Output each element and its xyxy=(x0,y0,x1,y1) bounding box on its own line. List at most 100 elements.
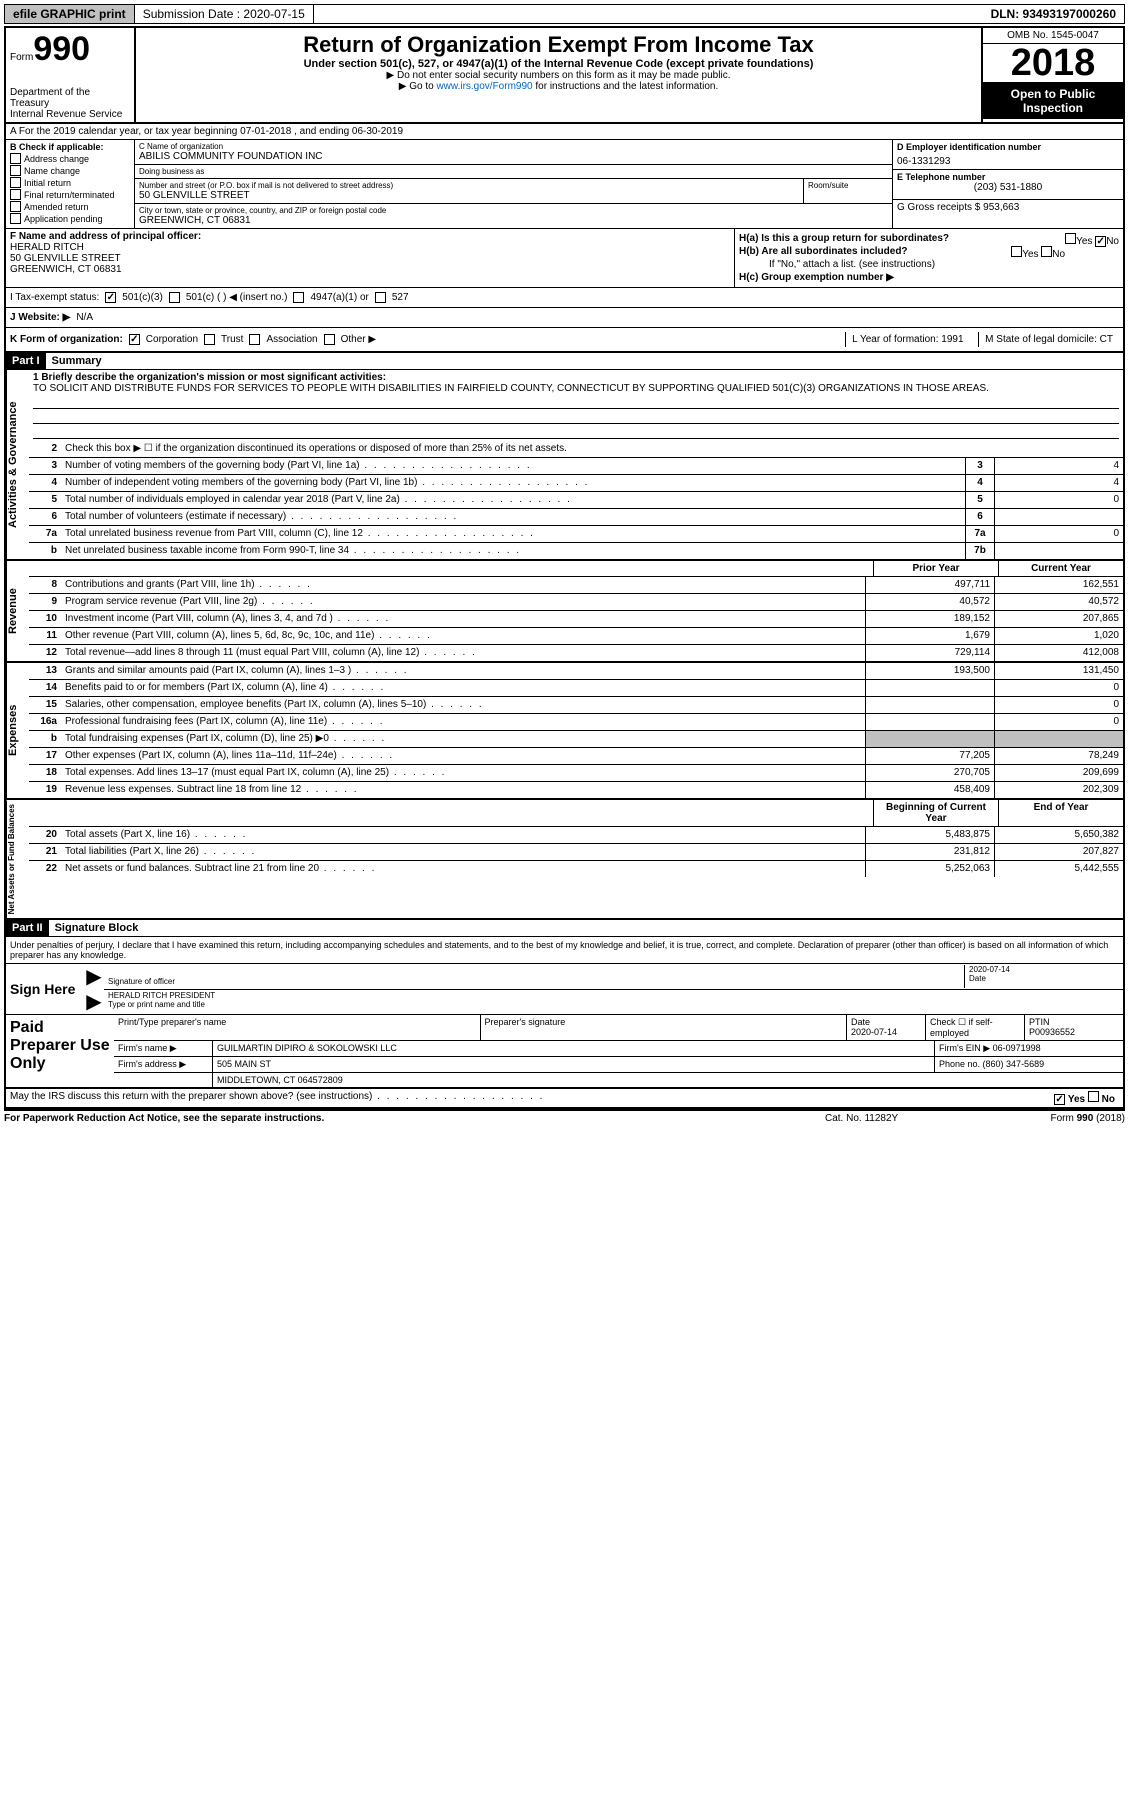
527-checkbox[interactable] xyxy=(375,292,386,303)
gov-tab: Activities & Governance xyxy=(6,370,29,559)
prep-date: 2020-07-14 xyxy=(851,1027,897,1037)
revenue-tab: Revenue xyxy=(6,561,29,661)
hb-no-checkbox[interactable] xyxy=(1041,246,1052,257)
net-tab: Net Assets or Fund Balances xyxy=(6,800,29,918)
ssn-warning: ▶ Do not enter social security numbers o… xyxy=(140,70,977,81)
sig-name: HERALD RITCH PRESIDENT xyxy=(108,991,1119,1000)
current-year-hdr: Current Year xyxy=(998,561,1123,576)
group-return: H(a) Is this a group return for subordin… xyxy=(734,229,1123,287)
org-name: ABILIS COMMUNITY FOUNDATION INC xyxy=(139,151,888,162)
summary-line: 13Grants and similar amounts paid (Part … xyxy=(29,663,1123,680)
discuss-no-checkbox[interactable] xyxy=(1088,1091,1099,1102)
summary-line: 12Total revenue—add lines 8 through 11 (… xyxy=(29,645,1123,661)
address-change-checkbox[interactable] xyxy=(10,153,21,164)
firm-phone: Phone no. (860) 347-5689 xyxy=(935,1057,1123,1072)
summary-line: 7aTotal unrelated business revenue from … xyxy=(29,526,1123,543)
association-checkbox[interactable] xyxy=(249,334,260,345)
activities-governance: Activities & Governance 1 Briefly descri… xyxy=(6,370,1123,561)
state-domicile: M State of legal domicile: CT xyxy=(978,332,1119,347)
form-header: Form990 Department of the Treasury Inter… xyxy=(6,28,1123,124)
address-label: Number and street (or P.O. box if mail i… xyxy=(139,181,799,190)
form-of-org-row: K Form of organization: Corporation Trus… xyxy=(6,328,1123,353)
ptin-value: P00936552 xyxy=(1029,1027,1075,1037)
phone-value: (203) 531-1880 xyxy=(897,182,1119,193)
part-2-title: Signature Block xyxy=(49,920,145,936)
efile-print-button[interactable]: efile GRAPHIC print xyxy=(5,5,135,23)
form-title-block: Return of Organization Exempt From Incom… xyxy=(136,28,981,122)
paid-preparer-label: Paid Preparer Use Only xyxy=(6,1015,114,1087)
amended-return-checkbox[interactable] xyxy=(10,201,21,212)
4947-checkbox[interactable] xyxy=(293,292,304,303)
ha-yes-checkbox[interactable] xyxy=(1065,233,1076,244)
room-suite-label: Room/suite xyxy=(804,179,892,203)
summary-line: 14Benefits paid to or for members (Part … xyxy=(29,680,1123,697)
year-formation: L Year of formation: 1991 xyxy=(845,332,978,347)
top-toolbar: efile GRAPHIC print Submission Date : 20… xyxy=(4,4,1125,24)
mission-text: TO SOLICIT AND DISTRIBUTE FUNDS FOR SERV… xyxy=(33,383,1119,394)
501c-checkbox[interactable] xyxy=(169,292,180,303)
net-assets-section: Net Assets or Fund Balances Beginning of… xyxy=(6,800,1123,920)
end-year-hdr: End of Year xyxy=(998,800,1123,826)
dln-label: DLN: 93493197000260 xyxy=(983,5,1124,23)
row-k-label: K Form of organization: xyxy=(10,334,123,345)
discuss-question: May the IRS discuss this return with the… xyxy=(6,1089,1046,1107)
website-row: J Website: ▶ N/A xyxy=(6,308,1123,328)
hb-note: If "No," attach a list. (see instruction… xyxy=(739,259,1119,270)
part-1-badge: Part I xyxy=(6,353,46,369)
application-pending-checkbox[interactable] xyxy=(10,213,21,224)
summary-line: 22Net assets or fund balances. Subtract … xyxy=(29,861,1123,877)
hb-label: H(b) Are all subordinates included? xyxy=(739,246,908,257)
section-b-header: B Check if applicable: xyxy=(10,142,130,152)
row-i-label: I Tax-exempt status: xyxy=(10,292,99,303)
ein-value: 06-1331293 xyxy=(897,156,1119,167)
expenses-section: Expenses 13Grants and similar amounts pa… xyxy=(6,663,1123,800)
discuss-yes-checkbox[interactable] xyxy=(1054,1094,1065,1105)
officer-addr2: GREENWICH, CT 06831 xyxy=(10,264,730,275)
principal-officer: F Name and address of principal officer:… xyxy=(6,229,734,287)
ha-no-checkbox[interactable] xyxy=(1095,236,1106,247)
ha-label: H(a) Is this a group return for subordin… xyxy=(739,233,949,244)
form-number: 990 xyxy=(33,30,90,68)
website-value: N/A xyxy=(76,312,93,323)
address-value: 50 GLENVILLE STREET xyxy=(139,190,799,201)
trust-checkbox[interactable] xyxy=(204,334,215,345)
part-1-header: Part I Summary xyxy=(6,353,1123,370)
line-2: Check this box ▶ ☐ if the organization d… xyxy=(61,441,1123,457)
tax-exempt-status: I Tax-exempt status: 501(c)(3) 501(c) ( … xyxy=(6,288,1123,308)
sign-arrow-icon: ▶▶ xyxy=(84,964,104,1014)
firm-addr2: MIDDLETOWN, CT 064572809 xyxy=(213,1073,1123,1087)
sig-date-label: Date xyxy=(969,974,986,983)
sig-officer-label: Signature of officer xyxy=(108,977,175,986)
tax-year: 2018 xyxy=(983,44,1123,83)
other-checkbox[interactable] xyxy=(324,334,335,345)
summary-line: 9Program service revenue (Part VIII, lin… xyxy=(29,594,1123,611)
form-id-block: Form990 Department of the Treasury Inter… xyxy=(6,28,136,122)
dept-label: Department of the Treasury xyxy=(10,87,130,109)
officer-name: HERALD RITCH xyxy=(10,242,730,253)
firm-addr1: 505 MAIN ST xyxy=(217,1059,271,1069)
part-2-header: Part II Signature Block xyxy=(6,920,1123,937)
sign-here-label: Sign Here xyxy=(6,964,84,1014)
dba-label: Doing business as xyxy=(139,167,888,176)
prep-sig-label: Preparer's signature xyxy=(481,1015,848,1040)
open-to-public: Open to Public Inspection xyxy=(983,83,1123,119)
initial-return-checkbox[interactable] xyxy=(10,177,21,188)
city-value: GREENWICH, CT 06831 xyxy=(139,215,888,226)
summary-line: 21Total liabilities (Part X, line 26)231… xyxy=(29,844,1123,861)
prep-name-label: Print/Type preparer's name xyxy=(114,1015,481,1040)
ptin-label: PTIN xyxy=(1029,1017,1050,1027)
submission-date: Submission Date : 2020-07-15 xyxy=(135,5,314,23)
501c3-checkbox[interactable] xyxy=(105,292,116,303)
summary-line: 10Investment income (Part VIII, column (… xyxy=(29,611,1123,628)
city-label: City or town, state or province, country… xyxy=(139,206,888,215)
hb-yes-checkbox[interactable] xyxy=(1011,246,1022,257)
corporation-checkbox[interactable] xyxy=(129,334,140,345)
name-change-checkbox[interactable] xyxy=(10,165,21,176)
final-return-checkbox[interactable] xyxy=(10,189,21,200)
officer-addr1: 50 GLENVILLE STREET xyxy=(10,253,730,264)
summary-line: 8Contributions and grants (Part VIII, li… xyxy=(29,577,1123,594)
form990-link[interactable]: www.irs.gov/Form990 xyxy=(436,81,532,92)
org-info: C Name of organization ABILIS COMMUNITY … xyxy=(135,140,892,228)
self-employed-check: Check ☐ if self-employed xyxy=(926,1015,1025,1040)
perjury-statement: Under penalties of perjury, I declare th… xyxy=(6,937,1123,964)
